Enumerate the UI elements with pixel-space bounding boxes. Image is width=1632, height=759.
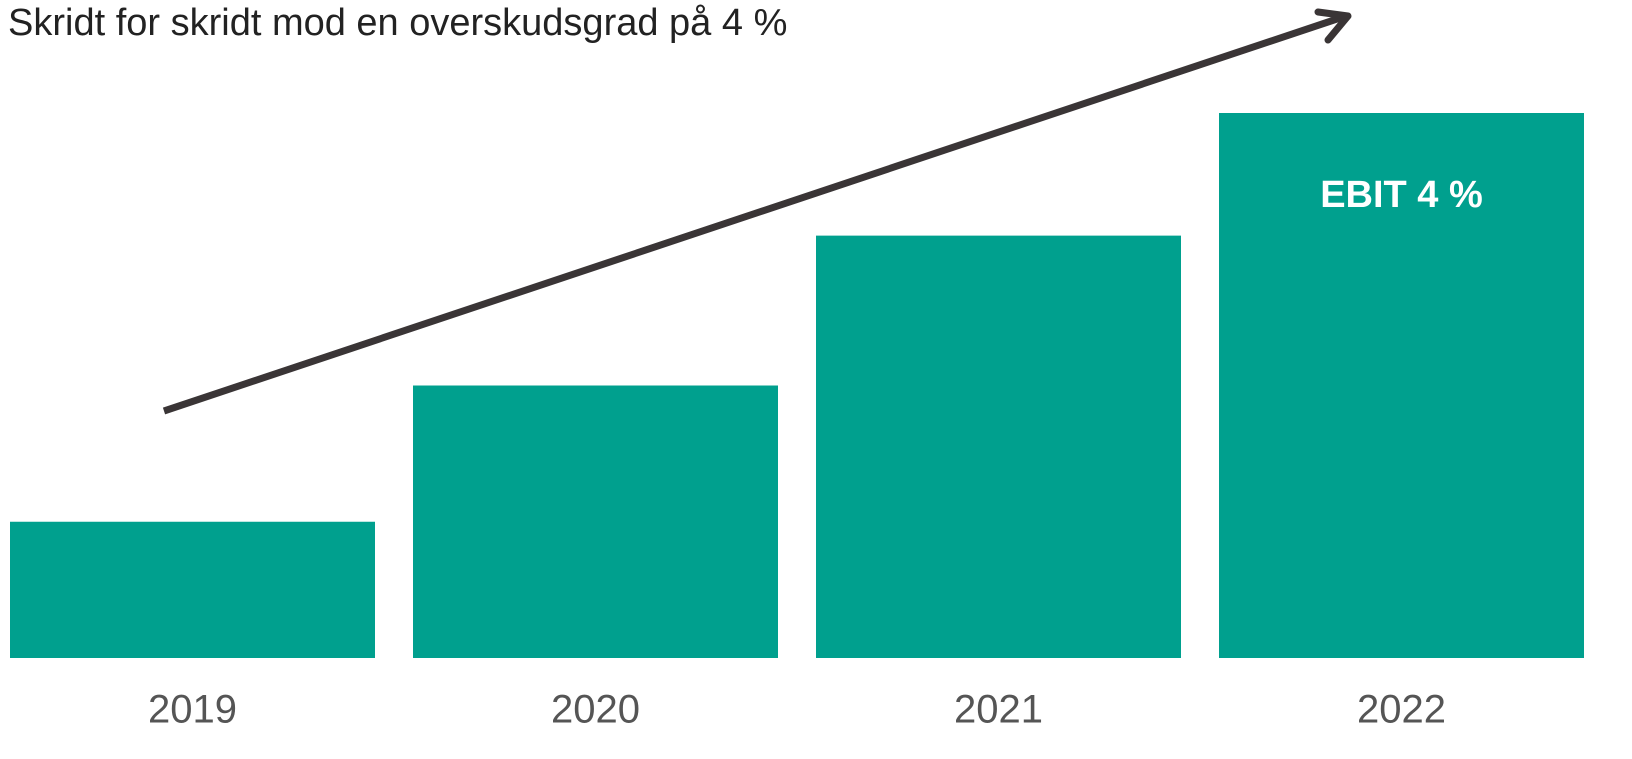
x-tick-label: 2022	[1357, 688, 1446, 732]
x-tick-label: 2019	[148, 688, 237, 732]
bar	[413, 385, 778, 658]
bar	[816, 235, 1181, 658]
arrow-head	[1314, 8, 1352, 44]
bar	[10, 521, 375, 658]
bar	[1219, 113, 1584, 658]
arrow-shaft	[162, 12, 1348, 415]
chart-title: Skridt for skridt mod en overskudsgrad p…	[8, 2, 787, 44]
trend-arrow	[162, 8, 1352, 415]
x-tick-label: 2021	[954, 688, 1043, 732]
data-label: EBIT 4 %	[1320, 174, 1483, 216]
x-tick-label: 2020	[551, 688, 640, 732]
